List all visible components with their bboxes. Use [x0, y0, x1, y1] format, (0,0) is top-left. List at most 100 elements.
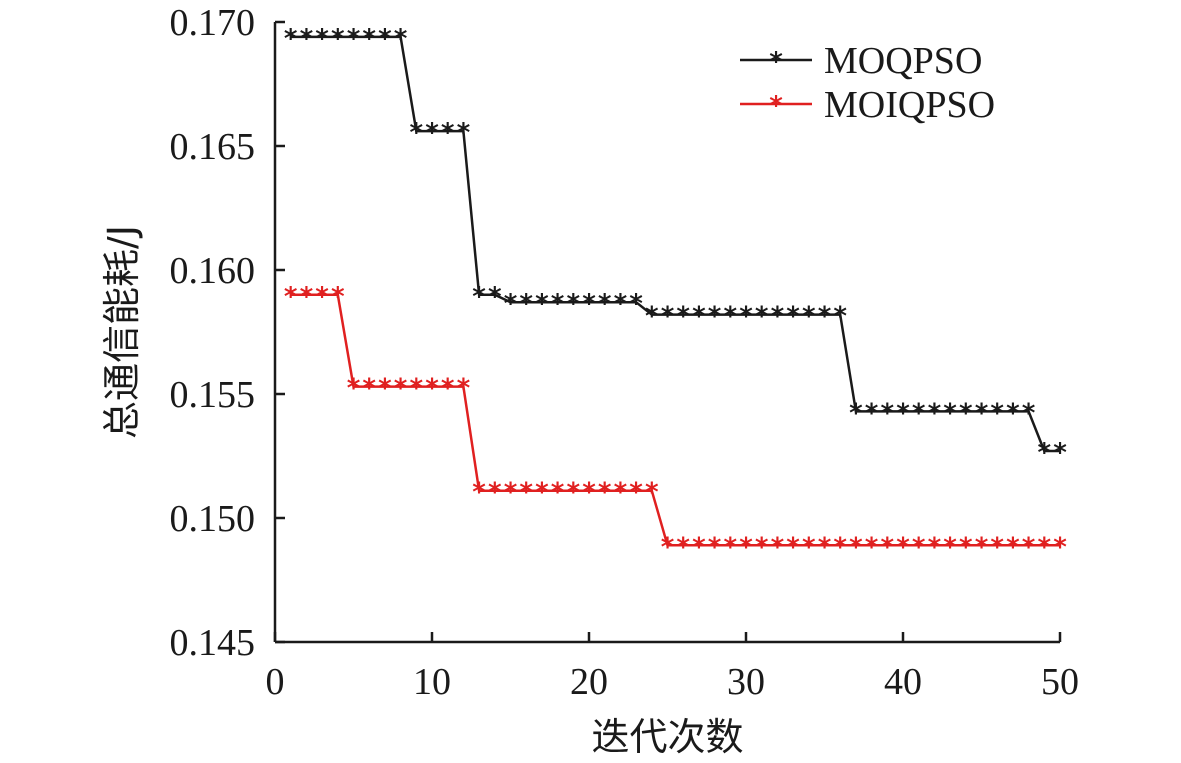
data-point: * — [645, 302, 659, 332]
x-tick-label: 10 — [413, 661, 451, 703]
data-point: * — [551, 478, 565, 508]
data-point: * — [692, 302, 706, 332]
data-point: * — [472, 478, 486, 508]
data-point: * — [928, 398, 942, 428]
data-point: * — [708, 532, 722, 562]
data-point: * — [723, 302, 737, 332]
data-point: * — [457, 118, 471, 148]
series-line-moiqpso — [290, 293, 1060, 547]
legend-label: MOQPSO — [824, 40, 982, 82]
data-point: * — [582, 289, 596, 319]
data-point: * — [331, 24, 345, 54]
data-point: * — [692, 532, 706, 562]
y-tick-label: 0.160 — [170, 250, 256, 292]
data-point: * — [300, 282, 314, 312]
data-point: * — [912, 398, 926, 428]
series-moqpso: * * * * * * * ** * * ** * * * * * * * * * * * * * * * * * * * * * * ** * * *… — [284, 24, 1067, 468]
data-point: * — [535, 289, 549, 319]
y-tick-label: 0.170 — [170, 2, 256, 44]
data-point: * — [723, 532, 737, 562]
data-point: * — [331, 282, 345, 312]
legend-marker: * — [769, 47, 783, 77]
series-line-moqpso — [290, 35, 1060, 453]
y-tick-label: 0.165 — [170, 126, 256, 168]
data-point: * — [818, 532, 832, 562]
data-point: * — [786, 532, 800, 562]
data-point: * — [598, 289, 612, 319]
data-point: * — [1053, 532, 1067, 562]
data-point: * — [928, 532, 942, 562]
data-point: * — [441, 118, 455, 148]
data-point: * — [739, 302, 753, 332]
y-tick-label: 0.145 — [170, 622, 256, 664]
data-point: * — [300, 24, 314, 54]
data-point: * — [896, 532, 910, 562]
data-point: * — [629, 289, 643, 319]
legend-label: MOIQPSO — [824, 84, 995, 126]
data-point: * — [362, 24, 376, 54]
data-point: * — [880, 532, 894, 562]
data-point: * — [378, 374, 392, 404]
data-point: * — [1006, 398, 1020, 428]
data-point: * — [739, 532, 753, 562]
data-point: * — [990, 398, 1004, 428]
data-point: * — [1037, 532, 1051, 562]
data-point: * — [519, 289, 533, 319]
data-point: * — [959, 398, 973, 428]
data-point: * — [1022, 532, 1036, 562]
data-point: * — [504, 289, 518, 319]
data-point: * — [943, 398, 957, 428]
data-point: * — [802, 302, 816, 332]
data-point: * — [284, 24, 298, 54]
data-point: * — [598, 478, 612, 508]
data-point: * — [409, 374, 423, 404]
x-axis-title: 迭代次数 — [591, 715, 743, 759]
data-point: * — [347, 24, 361, 54]
data-point: * — [1037, 438, 1051, 468]
data-point: * — [912, 532, 926, 562]
data-point: * — [378, 24, 392, 54]
data-point: * — [629, 478, 643, 508]
data-point: * — [896, 398, 910, 428]
data-point: * — [849, 398, 863, 428]
legend-item-moqpso: * MOQPSO — [740, 40, 982, 82]
data-point: * — [786, 302, 800, 332]
data-point: * — [943, 532, 957, 562]
data-point: * — [472, 282, 486, 312]
data-point: * — [755, 532, 769, 562]
data-point: * — [488, 478, 502, 508]
data-point: * — [975, 398, 989, 428]
data-point: * — [1053, 438, 1067, 468]
data-point: * — [990, 532, 1004, 562]
data-point: * — [708, 302, 722, 332]
data-point: * — [284, 282, 298, 312]
data-point: * — [1022, 398, 1036, 428]
data-point: * — [394, 24, 408, 54]
data-point: * — [519, 478, 533, 508]
data-point: * — [504, 478, 518, 508]
data-point: * — [1006, 532, 1020, 562]
data-point: * — [315, 282, 329, 312]
data-point: * — [959, 532, 973, 562]
data-point: * — [661, 532, 675, 562]
data-point: * — [614, 289, 628, 319]
data-point: * — [818, 302, 832, 332]
data-point: * — [771, 302, 785, 332]
data-point: * — [409, 118, 423, 148]
data-point: * — [849, 532, 863, 562]
data-point: * — [582, 478, 596, 508]
data-point: * — [975, 532, 989, 562]
y-axis-title: 总通信能耗/J — [100, 225, 144, 439]
data-point: * — [614, 478, 628, 508]
data-point: * — [880, 398, 894, 428]
series-layer: * * * * * * * ** * * ** * * * * * * * * * * * * * * * * * * * * * * ** * * *… — [284, 24, 1067, 562]
y-tick-label: 0.150 — [170, 498, 256, 540]
data-point: * — [566, 478, 580, 508]
data-point: * — [488, 282, 502, 312]
data-point: * — [394, 374, 408, 404]
data-point: * — [865, 532, 879, 562]
series-moiqpso: * * * ** * * * * * * ** * * * * * * * * * * ** * * * * * * * * * * * * * * *… — [284, 282, 1067, 562]
data-point: * — [315, 24, 329, 54]
data-point: * — [771, 532, 785, 562]
